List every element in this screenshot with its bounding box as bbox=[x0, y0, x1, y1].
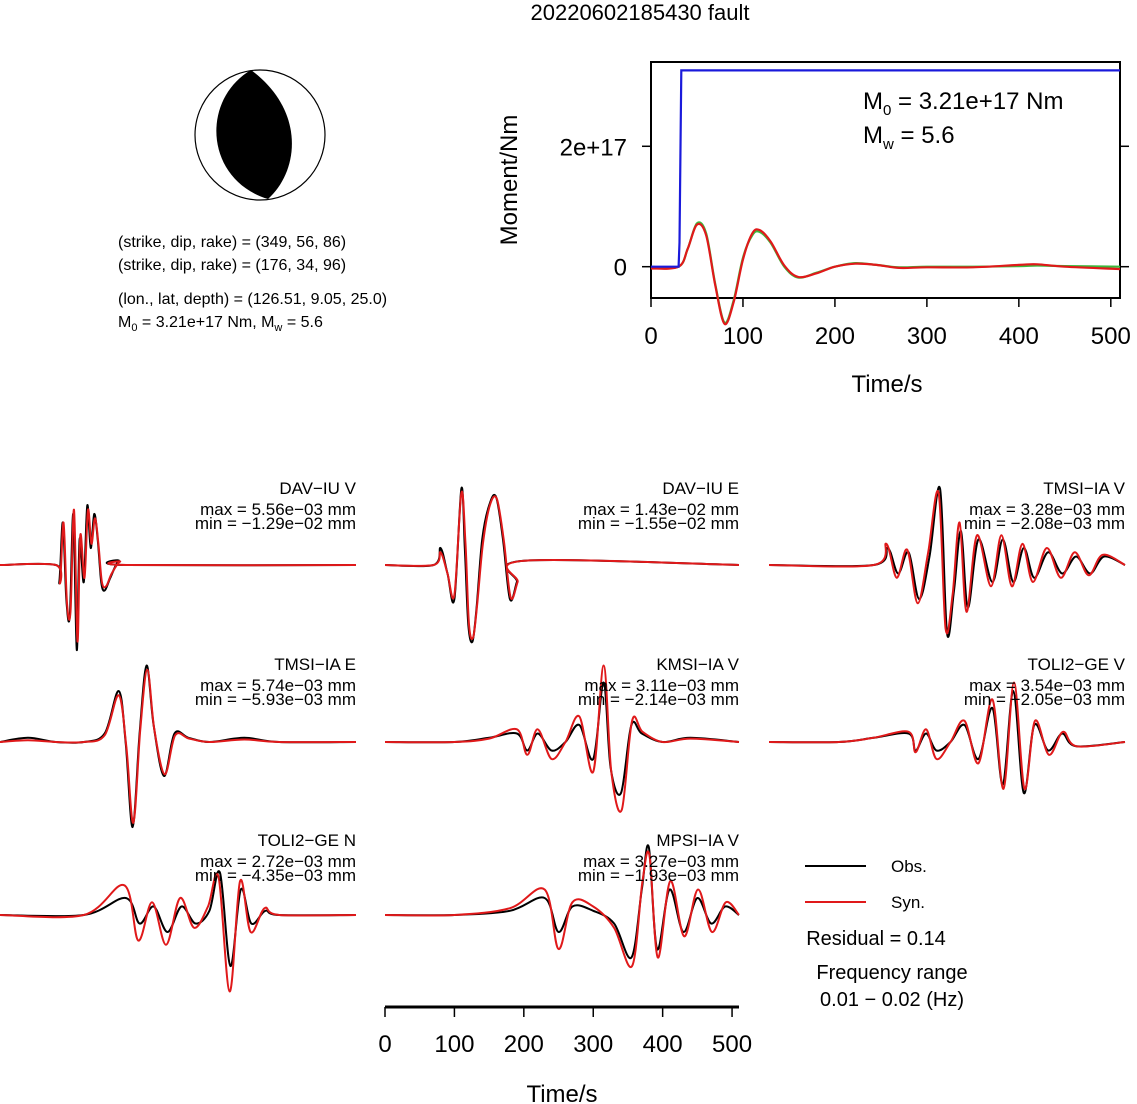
moment-plot-frame bbox=[650, 61, 1121, 299]
synthetic-trace bbox=[0, 872, 357, 993]
moment-xtick-label: 400 bbox=[999, 323, 1039, 350]
trace-min: min = −2.05e−03 mm bbox=[964, 690, 1125, 709]
frequency-value: 0.01 − 0.02 (Hz) bbox=[820, 989, 964, 1011]
trace-max: max = 3.11e−03 mm bbox=[584, 676, 739, 695]
waveform-xtick-label: 500 bbox=[712, 1031, 752, 1058]
waveform-xtick-label: 0 bbox=[378, 1031, 391, 1058]
moment-xtick-label: 0 bbox=[644, 323, 657, 350]
moment-ytick-label: 2e+17 bbox=[560, 134, 627, 161]
moment-summary-text: M0 = 3.21e+17 Nm, Mw = 5.6 bbox=[118, 314, 323, 334]
station-label: TMSI−IA V bbox=[1043, 479, 1125, 498]
moment-axes: 0 100 200 300 400 500 0 2e+17 bbox=[560, 134, 1131, 350]
fault-parameters: (strike, dip, rake) = (349, 56, 86) (str… bbox=[118, 234, 387, 334]
moment-xtick-label: 300 bbox=[907, 323, 947, 350]
waveform-xtick-label: 300 bbox=[573, 1031, 613, 1058]
station-label: DAV−IU V bbox=[279, 479, 356, 498]
synthetic-trace bbox=[0, 508, 357, 643]
trace-min: min = −1.93e−03 mm bbox=[578, 866, 739, 885]
station-label: DAV−IU E bbox=[662, 479, 739, 498]
synthetic-trace bbox=[384, 664, 740, 813]
legend-obs-label: Obs. bbox=[891, 857, 927, 876]
station-label: TOLI2−GE V bbox=[1028, 655, 1126, 674]
waveform-xtick-label: 400 bbox=[643, 1031, 683, 1058]
waveform-xtick-label: 100 bbox=[434, 1031, 474, 1058]
trace-min: min = −5.93e−03 mm bbox=[195, 690, 356, 709]
synthetic-trace bbox=[0, 668, 357, 824]
trace-min: min = −1.55e−02 mm bbox=[578, 514, 739, 533]
figure-title: 20220602185430 fault bbox=[531, 0, 750, 25]
moment-series-moment_rate_alt bbox=[650, 222, 1121, 326]
observed-trace bbox=[384, 681, 740, 796]
observed-trace bbox=[0, 870, 357, 968]
trace-max: max = 5.74e−03 mm bbox=[200, 676, 356, 695]
residual-text: Residual = 0.14 bbox=[806, 928, 946, 950]
station-label: KMSI−IA V bbox=[656, 655, 739, 674]
plane1-text: (strike, dip, rake) = (349, 56, 86) bbox=[118, 234, 346, 251]
trace-min: min = −4.35e−03 mm bbox=[195, 866, 356, 885]
beachball-compression-quadrant bbox=[216, 70, 292, 199]
trace-max: max = 1.43e−02 mm bbox=[583, 500, 739, 519]
station-label: TMSI−IA E bbox=[274, 655, 356, 674]
moment-series-moment_rate bbox=[650, 221, 1121, 324]
trace-max: max = 3.27e−03 mm bbox=[583, 852, 739, 871]
m0-annotation: M0 = 3.21e+17 Nm bbox=[863, 88, 1063, 119]
location-text: (lon., lat, depth) = (126.51, 9.05, 25.0… bbox=[118, 291, 387, 308]
moment-xtick-label: 100 bbox=[723, 323, 763, 350]
synthetic-trace bbox=[384, 850, 740, 969]
trace-min: min = −2.08e−03 mm bbox=[964, 514, 1125, 533]
moment-ylabel: Moment/Nm bbox=[496, 115, 523, 246]
moment-ytick-label: 0 bbox=[614, 255, 627, 282]
legend: Obs. Syn. Residual = 0.14 Frequency rang… bbox=[805, 857, 968, 1011]
frequency-title: Frequency range bbox=[816, 962, 967, 984]
beachball-diagram bbox=[194, 69, 326, 201]
trace-max: max = 3.54e−03 mm bbox=[969, 676, 1125, 695]
mw-annotation: Mw = 5.6 bbox=[863, 122, 955, 153]
synthetic-trace bbox=[384, 490, 740, 640]
legend-syn-label: Syn. bbox=[891, 893, 925, 912]
moment-series bbox=[650, 69, 1121, 326]
trace-max: max = 2.72e−03 mm bbox=[200, 852, 356, 871]
trace-max: max = 3.28e−03 mm bbox=[969, 500, 1125, 519]
synthetic-trace bbox=[768, 489, 1126, 635]
station-label: MPSI−IA V bbox=[656, 831, 739, 850]
trace-min: min = −2.14e−03 mm bbox=[578, 690, 739, 709]
trace-max: max = 5.56e−03 mm bbox=[200, 500, 356, 519]
waveform-xtick-label: 200 bbox=[504, 1031, 544, 1058]
waveform-xlabel: Time/s bbox=[526, 1081, 597, 1104]
moment-xlabel: Time/s bbox=[851, 371, 922, 398]
moment-xtick-label: 500 bbox=[1091, 323, 1131, 350]
moment-series-cumulative_moment bbox=[651, 69, 1120, 268]
moment-xtick-label: 200 bbox=[815, 323, 855, 350]
trace-min: min = −1.29e−02 mm bbox=[195, 514, 356, 533]
synthetic-trace bbox=[768, 681, 1126, 790]
station-label: TOLI2−GE N bbox=[258, 831, 356, 850]
waveform-time-axis: 0 100 200 300 400 500 bbox=[378, 1005, 752, 1058]
plane2-text: (strike, dip, rake) = (176, 34, 96) bbox=[118, 257, 346, 274]
